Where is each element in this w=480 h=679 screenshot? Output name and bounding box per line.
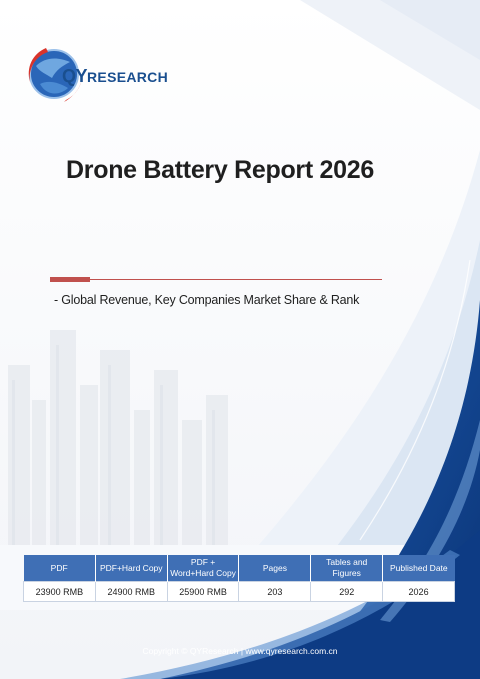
title-divider	[50, 279, 382, 280]
header-pages: Pages	[238, 555, 312, 582]
qyresearch-logo	[28, 48, 83, 102]
header-pdf-hard-copy: PDF+Hard Copy	[95, 555, 168, 582]
price-pdf: 23900 RMB	[23, 581, 96, 602]
header-pdf: PDF	[23, 555, 96, 582]
price-pdf-hard-copy: 24900 RMB	[94, 581, 168, 602]
price-pdf-word-hard-copy: 25900 RMB	[166, 581, 240, 602]
header-pdf-word-hard-copy-label: PDF + Word+Hard Copy	[170, 557, 236, 578]
price-table-row: 23900 RMB 24900 RMB 25900 RMB 203 292 20…	[23, 581, 455, 602]
price-table: PDF PDF+Hard Copy PDF + Word+Hard Copy P…	[23, 555, 455, 602]
brand-prefix: QY	[62, 66, 88, 86]
copyright-footer: Copyright © QYResearch | www.qyresearch.…	[142, 646, 338, 656]
page-count: 203	[238, 581, 312, 602]
brand-wordmark: QYRESEARCH	[62, 66, 168, 87]
header-pdf-word-hard-copy: PDF + Word+Hard Copy	[167, 555, 240, 582]
header-published-date: Published Date	[382, 555, 455, 582]
report-subtitle: - Global Revenue, Key Companies Market S…	[54, 293, 360, 307]
report-title: Drone Battery Report 2026	[66, 156, 374, 184]
brand-suffix: RESEARCH	[87, 69, 168, 85]
tables-figures-count: 292	[310, 581, 384, 602]
price-table-header-row: PDF PDF+Hard Copy PDF + Word+Hard Copy P…	[23, 555, 455, 582]
title-divider-accent	[50, 277, 90, 282]
header-tables-figures-label: Tables and Figures	[326, 557, 368, 578]
published-date: 2026	[382, 581, 455, 602]
header-tables-figures: Tables and Figures	[310, 555, 384, 582]
